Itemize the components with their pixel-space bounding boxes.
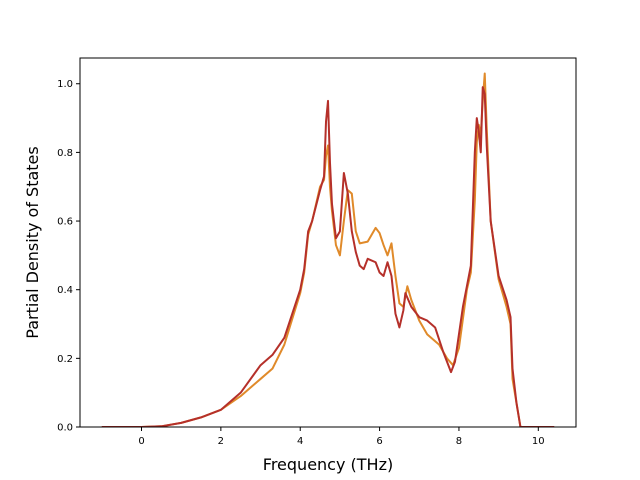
series-line-2 [101, 86, 555, 427]
x-axis-label: Frequency (THz) [263, 455, 393, 474]
y-tick-label: 0.2 [57, 354, 73, 365]
y-tick-label: 1.0 [57, 79, 73, 90]
x-tick-label: 10 [532, 436, 545, 447]
y-axis-label: Partial Density of States [23, 146, 42, 338]
y-tick-label: 0.6 [57, 217, 73, 228]
y-tick-label: 0.4 [57, 285, 73, 296]
x-tick-label: 8 [456, 436, 462, 447]
y-axis-ticks: 0.0 0.2 0.4 0.6 0.8 1.0 [57, 79, 80, 434]
axes-frame [79, 57, 577, 428]
x-tick-label: 0 [138, 436, 144, 447]
plot-area [101, 72, 555, 427]
x-tick-label: 6 [376, 436, 382, 447]
y-tick-label: 0.0 [57, 423, 73, 434]
y-tick-label: 0.8 [57, 148, 73, 159]
x-axis-ticks: 0 2 4 6 8 10 [138, 427, 545, 447]
x-tick-label: 2 [218, 436, 224, 447]
x-tick-label: 4 [297, 436, 303, 447]
